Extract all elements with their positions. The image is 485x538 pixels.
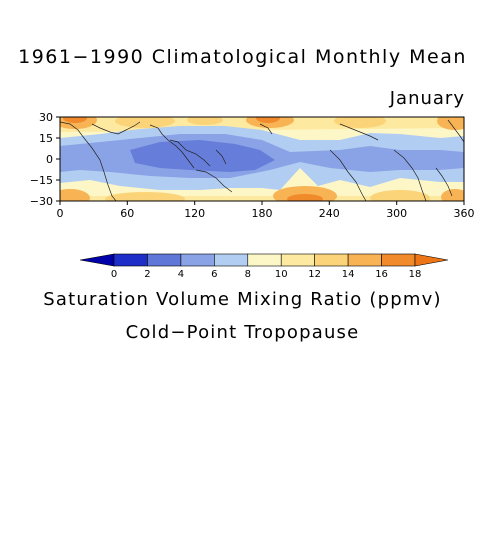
warm-region-s3-core [287,194,323,201]
colorbar-label: 14 [342,269,355,280]
x-tick-label: 240 [319,207,340,220]
x-tick-label: 60 [120,207,134,220]
colorbar-swatch [381,253,416,267]
colorbar-label: 10 [275,269,288,280]
warm-region-n3-core [256,117,280,123]
x-tick-label: 300 [386,207,407,220]
colorbar-swatch [113,253,148,267]
warm-region-n6 [437,117,464,130]
y-tick-label: 0 [46,153,53,166]
colorbar-swatch [147,253,182,267]
warm-region-n2 [115,117,175,128]
colorbar-label: 8 [245,269,251,280]
colorbar-swatch [314,253,349,267]
warm-region-s4 [370,190,430,201]
y-tick-label: −15 [30,174,53,187]
x-tick-label: 180 [252,207,273,220]
contour-band-2-4 [130,140,275,172]
colorbar-label: 16 [375,269,388,280]
colorbar-swatch [247,253,282,267]
warm-region-s1 [60,189,90,201]
chart-title: 1961−1990 Climatological Monthly Mean [18,46,467,68]
colorbar-label: 6 [211,269,217,280]
colorbar-arrow-left [79,253,115,267]
contour-field [60,117,464,201]
warm-region-n5 [334,117,386,128]
y-tick-label: 30 [39,111,53,124]
x-tick-label: 0 [57,207,64,220]
coastlines [60,119,464,201]
y-tick-label: 15 [39,132,53,145]
month-label: January [389,88,465,109]
colorbar-label: 4 [178,269,184,280]
colorbar-swatch [347,253,382,267]
x-tick-label: 360 [454,207,475,220]
colorbar-label: 2 [144,269,150,280]
colorbar-label: 18 [409,269,422,280]
colorbar-arrow-right [414,253,449,267]
colorbar-label: 12 [308,269,321,280]
warm-region-s5 [441,189,464,201]
y-axis: 30 15 0 −15 −30 [30,111,60,208]
warm-region-n4 [187,117,223,125]
caption-line-1: Saturation Volume Mixing Ratio (ppmv) [43,289,442,310]
x-axis: 0 60 120 180 240 300 360 [57,201,475,220]
colorbar-swatch [180,253,215,267]
colorbar-label: 0 [111,269,117,280]
colorbar-swatch [280,253,315,267]
y-tick-label: −30 [30,195,53,208]
warm-region-s2 [105,192,185,201]
warm-region-n1-core [63,117,87,123]
x-tick-label: 120 [184,207,205,220]
caption-line-2: Cold−Point Tropopause [125,322,360,343]
colorbar-swatch [214,253,249,267]
colorbar: 0 2 4 6 8 10 12 14 16 18 [79,253,449,280]
